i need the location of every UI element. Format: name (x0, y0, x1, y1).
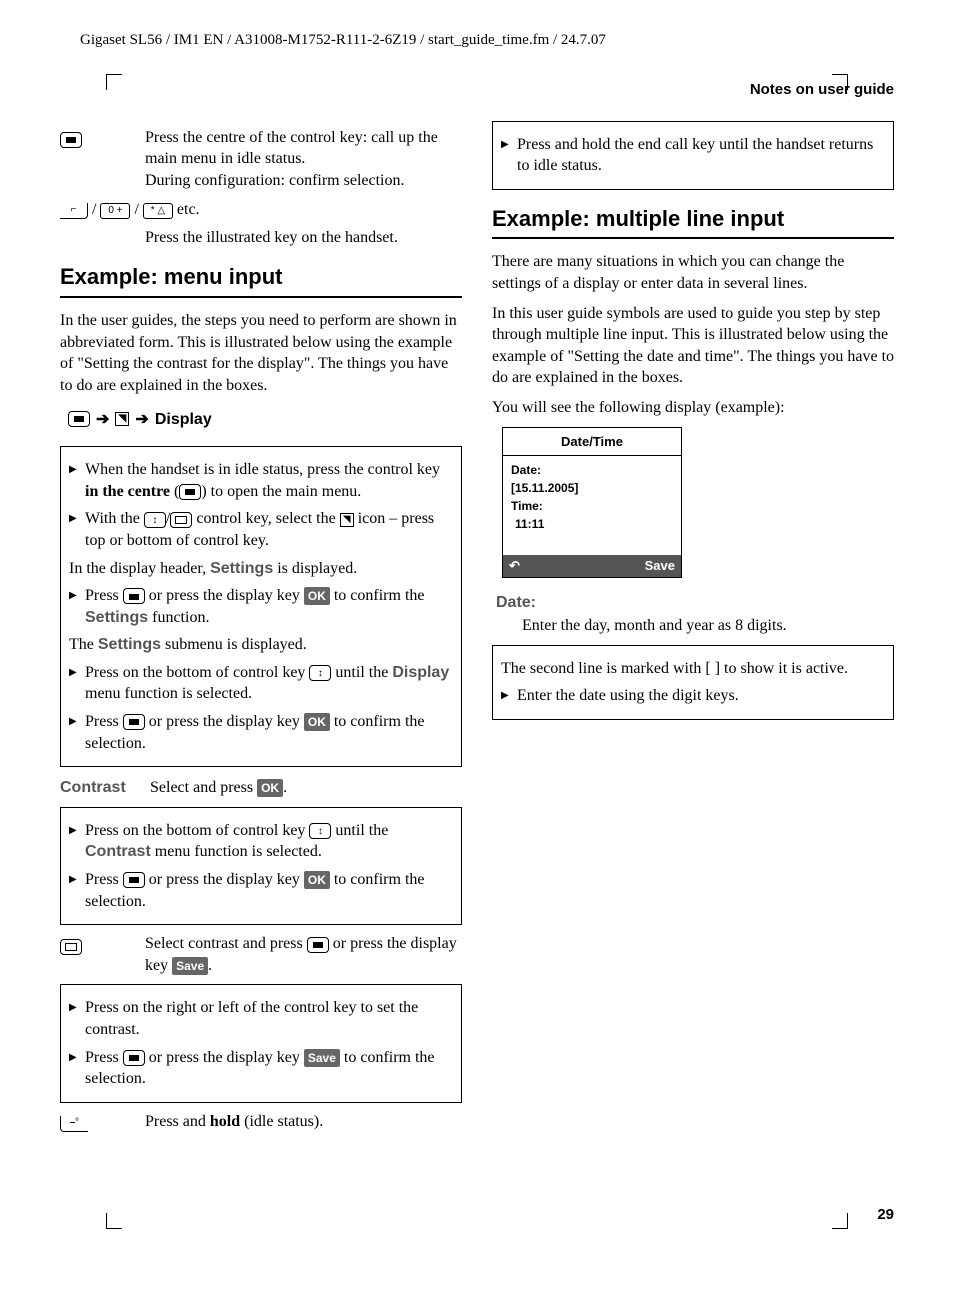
doc-header-path: Gigaset SL56 / IM1 EN / A31008-M1752-R11… (60, 30, 894, 50)
updown-key-icon (309, 665, 331, 681)
date-field-label: Date: (496, 592, 894, 614)
save-softkey: Save (304, 1049, 340, 1067)
ok-softkey: OK (257, 779, 283, 797)
end-call-key-icon: ⎯° (60, 1116, 88, 1132)
undo-softkey: ↶ (509, 557, 520, 575)
save-softkey: Save (645, 557, 675, 575)
note: The Settings submenu is displayed. (69, 634, 453, 656)
updown-key-icon (309, 823, 331, 839)
centre-key-icon (123, 872, 145, 888)
centre-key-icon (60, 132, 82, 148)
paragraph: There are many situations in which you c… (492, 251, 894, 294)
step: Press on the right or left of the contro… (69, 997, 453, 1040)
save-softkey: Save (172, 957, 208, 975)
nav-label: Display (155, 409, 212, 431)
centre-key-icon (179, 484, 201, 500)
display-date-label: Date: (511, 461, 673, 479)
crop-mark (106, 1213, 122, 1229)
centre-key-icon (123, 588, 145, 604)
crop-mark (832, 74, 848, 90)
text: etc. (177, 201, 200, 218)
step: Press or press the display key OK to con… (69, 869, 453, 912)
instruction-box: Press and hold the end call key until th… (492, 121, 894, 190)
paragraph: You will see the following display (exam… (492, 397, 894, 419)
text: Press and hold (idle status). (145, 1111, 462, 1133)
centre-key-icon (68, 411, 90, 427)
nav-path: ➔ ◥ ➔ Display (60, 405, 462, 439)
display-time-value: 11:11 (511, 515, 673, 533)
step: When the handset is in idle status, pres… (69, 459, 453, 502)
ok-softkey: OK (304, 587, 330, 605)
paragraph: In this user guide symbols are used to g… (492, 303, 894, 389)
step: Press on the bottom of control key until… (69, 820, 453, 863)
instruction-box: The second line is marked with [ ] to sh… (492, 645, 894, 720)
step: With the / control key, select the ◥ ico… (69, 508, 453, 551)
star-key-icon: * △ (143, 203, 173, 219)
text: Select contrast and press or press the d… (145, 933, 462, 976)
display-time-label: Time: (511, 497, 673, 515)
arrow-icon: ➔ (96, 409, 109, 431)
digit-0-key-icon: 0 + (100, 203, 130, 219)
leftright-key-icon (170, 512, 192, 528)
display-title: Date/Time (503, 428, 681, 457)
crop-mark (832, 1213, 848, 1229)
instruction-box: Press on the right or left of the contro… (60, 984, 462, 1102)
note: In the display header, Settings is displ… (69, 558, 453, 580)
text: Press the illustrated key on the handset… (145, 227, 462, 249)
instruction-box: When the handset is in idle status, pres… (60, 446, 462, 767)
section-header: Notes on user guide (60, 80, 894, 100)
contrast-label: Contrast (60, 777, 150, 799)
updown-key-icon (144, 512, 166, 528)
ok-softkey: OK (304, 713, 330, 731)
note: The second line is marked with [ ] to sh… (501, 658, 885, 680)
talk-key-icon: ⌐ (60, 203, 88, 219)
step: Press or press the display key Save to c… (69, 1047, 453, 1090)
heading-multi-line: Example: multiple line input (492, 204, 894, 240)
step: Press on the bottom of control key until… (69, 662, 453, 705)
settings-icon: ◥ (340, 513, 354, 527)
step: Press or press the display key OK to con… (69, 711, 453, 754)
text: During configuration: confirm selection. (145, 172, 404, 189)
paragraph: In the user guides, the steps you need t… (60, 310, 462, 396)
centre-key-icon (307, 937, 329, 953)
heading-menu-input: Example: menu input (60, 262, 462, 298)
crop-mark (106, 74, 122, 90)
centre-key-icon (123, 1050, 145, 1066)
settings-icon: ◥ (115, 412, 129, 426)
step: Press or press the display key OK to con… (69, 585, 453, 628)
page-number: 29 (60, 1205, 894, 1225)
display-date-value: [15.11.2005] (511, 479, 673, 497)
step: Enter the date using the digit keys. (501, 685, 885, 707)
centre-key-icon (123, 714, 145, 730)
ok-softkey: OK (304, 871, 330, 889)
step: Press and hold the end call key until th… (501, 134, 885, 177)
arrow-icon: ➔ (135, 409, 148, 431)
text: Press the centre of the control key: cal… (145, 129, 438, 168)
text: Enter the day, month and year as 8 digit… (492, 615, 894, 637)
leftright-key-icon (60, 939, 82, 955)
phone-display-mock: Date/Time Date: [15.11.2005] Time: 11:11… (502, 427, 682, 578)
text: Select and press OK. (150, 777, 287, 799)
instruction-box: Press on the bottom of control key until… (60, 807, 462, 925)
